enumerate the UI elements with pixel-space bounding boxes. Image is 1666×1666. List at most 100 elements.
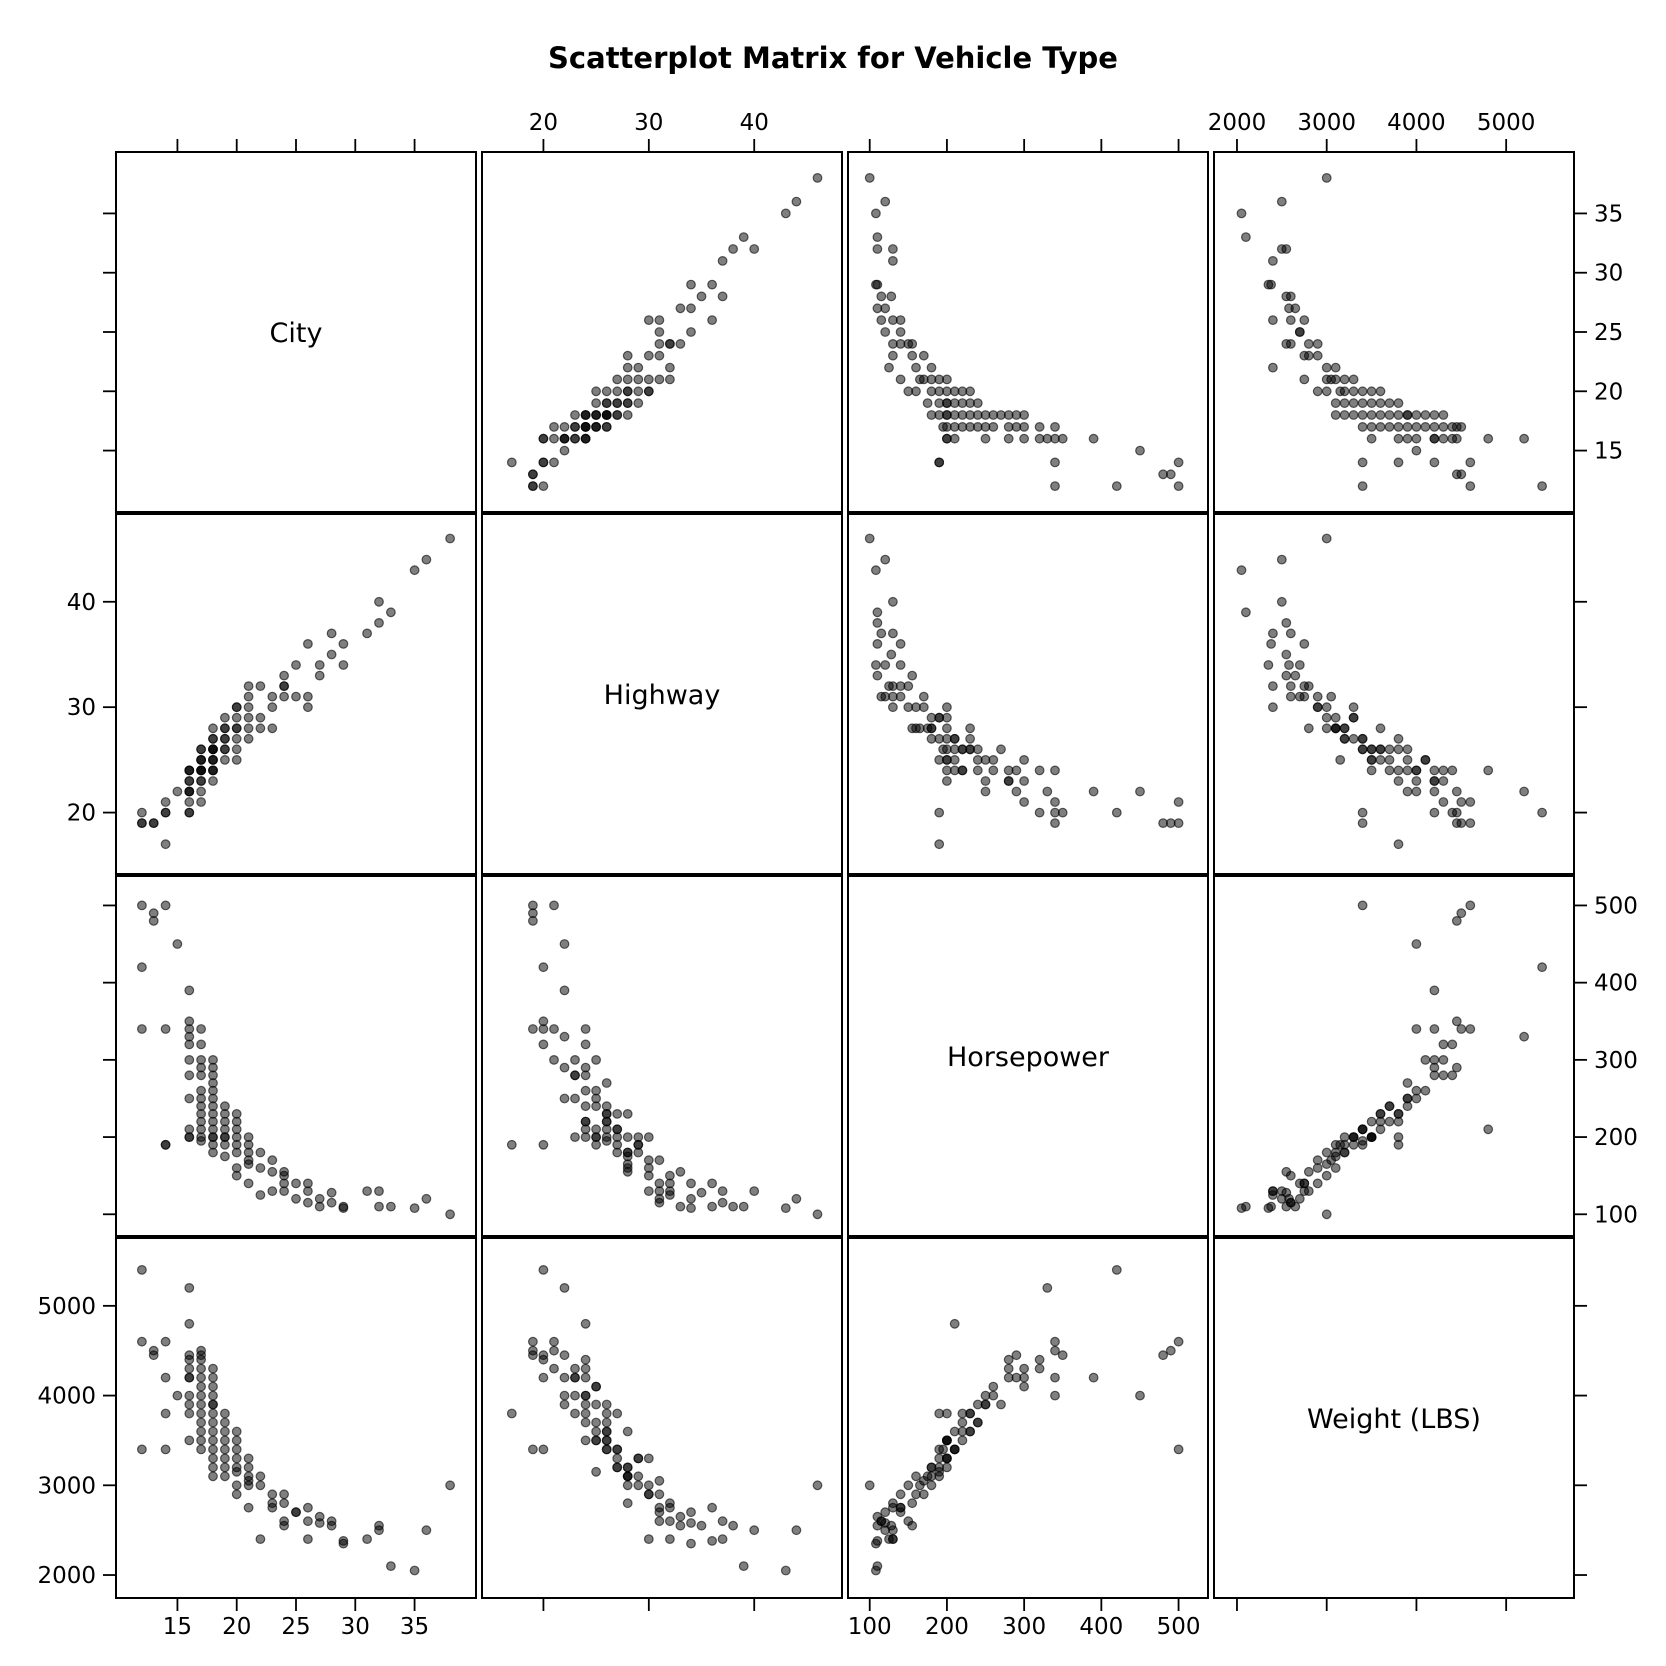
data-point	[1438, 1054, 1449, 1065]
data-point	[231, 1170, 242, 1181]
data-point	[791, 1525, 802, 1536]
data-point	[386, 1561, 396, 1571]
data-point	[219, 1139, 230, 1150]
data-point	[409, 565, 420, 576]
data-point	[1335, 755, 1346, 765]
data-point	[580, 1354, 591, 1365]
data-point	[622, 1462, 633, 1473]
data-point	[528, 469, 538, 480]
data-point	[934, 386, 945, 397]
tick-label: 500	[1594, 893, 1638, 919]
data-point	[871, 1538, 881, 1549]
data-point	[445, 533, 456, 544]
data-point	[911, 362, 921, 373]
tick-label: 20	[1594, 379, 1623, 405]
data-point	[918, 350, 929, 361]
data-point	[374, 618, 384, 628]
data-point	[643, 1186, 654, 1196]
data-point	[1375, 723, 1386, 734]
data-point	[654, 1489, 665, 1500]
data-point	[208, 733, 218, 744]
data-point	[538, 1444, 549, 1455]
data-point	[570, 1408, 580, 1419]
tick-label: 40	[67, 590, 96, 616]
data-point	[1321, 712, 1332, 723]
data-point	[196, 1390, 207, 1401]
data-point	[136, 818, 147, 828]
data-point	[1402, 765, 1413, 776]
data-point	[871, 660, 881, 670]
data-point	[612, 1408, 623, 1419]
data-point	[1366, 765, 1377, 776]
data-point	[633, 362, 644, 373]
variable-label-city: City	[270, 318, 323, 349]
data-point	[949, 765, 960, 776]
data-point	[1299, 374, 1310, 385]
data-point	[1321, 362, 1332, 373]
data-point	[812, 1209, 823, 1220]
data-point	[184, 1093, 195, 1104]
data-point	[980, 776, 991, 786]
data-point	[1339, 374, 1350, 385]
data-point	[549, 1345, 559, 1356]
tick-label: 200	[925, 1614, 969, 1640]
data-point	[1050, 807, 1060, 818]
data-point	[208, 1435, 218, 1446]
data-point	[717, 291, 728, 302]
data-point	[1411, 410, 1422, 420]
data-point	[208, 744, 218, 755]
tick-label: 30	[67, 695, 96, 721]
data-point	[1263, 660, 1274, 670]
data-point	[812, 1480, 823, 1491]
data-point	[888, 350, 898, 361]
data-point	[1451, 916, 1462, 926]
panel-frame	[481, 1237, 843, 1599]
data-point	[243, 1155, 254, 1166]
data-point	[136, 807, 147, 818]
data-point	[1281, 291, 1292, 302]
data-point	[580, 1390, 591, 1401]
data-point	[267, 1155, 278, 1166]
data-point	[1285, 681, 1296, 691]
data-point	[601, 410, 612, 420]
data-point	[136, 962, 147, 973]
data-point	[1165, 1345, 1176, 1356]
data-point	[876, 291, 887, 302]
data-point	[231, 1108, 242, 1119]
data-point	[219, 1471, 230, 1482]
data-point	[184, 1435, 195, 1446]
data-point	[1537, 962, 1547, 973]
data-point	[1357, 481, 1368, 492]
data-point	[196, 1426, 207, 1437]
data-point	[886, 649, 897, 660]
data-point	[208, 1399, 218, 1410]
data-point	[528, 481, 538, 492]
data-point	[1375, 1124, 1386, 1135]
tick-label: 15	[1594, 439, 1623, 465]
data-point	[654, 339, 665, 349]
panel-city-vs-weight-lbs	[1213, 151, 1575, 513]
data-point	[880, 327, 891, 337]
data-point	[1019, 1381, 1029, 1392]
data-point	[409, 1203, 420, 1213]
tick-label: 30	[341, 1614, 370, 1640]
data-point	[942, 1435, 952, 1446]
data-point	[160, 807, 171, 818]
data-point	[160, 1139, 171, 1150]
data-point	[1335, 386, 1346, 397]
data-point	[926, 362, 937, 373]
data-point	[208, 776, 218, 786]
data-point	[362, 1186, 373, 1196]
data-point	[243, 733, 254, 744]
tick-label: 30	[1594, 261, 1623, 287]
data-point	[1173, 818, 1184, 828]
data-point	[864, 172, 875, 183]
data-point	[643, 386, 654, 397]
data-point	[980, 786, 991, 797]
data-point	[219, 1151, 230, 1162]
data-point	[570, 1093, 580, 1104]
data-point	[1011, 422, 1022, 432]
data-point	[231, 744, 242, 755]
data-point	[1483, 765, 1494, 776]
